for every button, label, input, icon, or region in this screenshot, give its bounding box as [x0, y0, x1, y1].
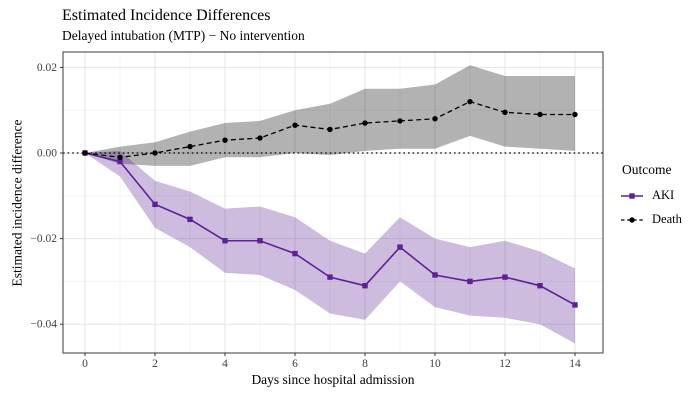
svg-text:4: 4	[222, 358, 228, 370]
svg-text:0.02: 0.02	[37, 62, 57, 74]
axis-ticks-and-labels: 0 2 4 6 8 10 12 14 0.02 0.00 −0.02 −0.04	[30, 62, 581, 370]
svg-text:6: 6	[292, 358, 298, 370]
svg-text:12: 12	[499, 358, 511, 370]
svg-text:0.00: 0.00	[37, 148, 57, 160]
svg-text:0: 0	[82, 358, 88, 370]
death-line-key-icon	[621, 216, 643, 223]
svg-text:8: 8	[362, 358, 368, 370]
page-title: Estimated Incidence Differences	[62, 7, 271, 24]
legend-item-death: Death	[620, 212, 700, 227]
death-confidence-band	[85, 65, 575, 166]
legend-item-label: AKI	[652, 188, 675, 202]
gridlines	[63, 52, 603, 353]
legend: Outcome AKI Death	[620, 162, 700, 236]
x-axis-title: Days since hospital admission	[251, 372, 415, 387]
svg-text:−0.02: −0.02	[30, 233, 57, 245]
panel-border	[62, 51, 604, 354]
svg-text:−0.04: −0.04	[30, 319, 57, 331]
svg-text:10: 10	[429, 358, 441, 370]
y-axis-title: Estimated incidence difference	[9, 119, 25, 286]
aki-confidence-band	[85, 150, 575, 344]
svg-text:2: 2	[152, 358, 158, 370]
page-subtitle: Delayed intubation (MTP) − No interventi…	[62, 28, 305, 43]
y-axis-title-container: Estimated incidence difference	[6, 52, 28, 353]
legend-item-label: Death	[652, 212, 682, 226]
death-markers	[82, 98, 578, 160]
legend-item-aki: AKI	[620, 188, 700, 203]
svg-text:14: 14	[569, 358, 581, 370]
aki-line-key-icon	[621, 192, 643, 199]
legend-title: Outcome	[622, 162, 672, 177]
